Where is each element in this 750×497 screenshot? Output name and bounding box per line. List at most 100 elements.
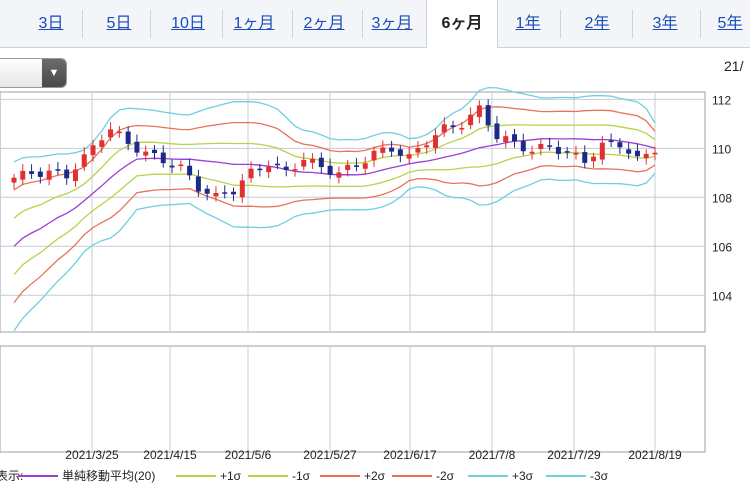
candle-body	[178, 164, 184, 167]
candle-body	[503, 136, 509, 143]
tab-separator	[150, 10, 151, 38]
tab-separator	[82, 10, 83, 38]
x-tick-label: 2021/7/29	[547, 448, 601, 462]
legend-label: +2σ	[364, 469, 386, 483]
tab-separator	[700, 10, 701, 38]
x-tick-label: 2021/7/8	[469, 448, 516, 462]
band-minus3	[13, 172, 656, 332]
candle-body	[476, 105, 482, 118]
candle-body	[459, 128, 465, 130]
y-tick-label: 104	[712, 289, 732, 303]
legend-label: -3σ	[590, 469, 609, 483]
tab-6[interactable]: 3ヶ月	[371, 15, 413, 32]
band-plus2	[13, 106, 656, 191]
tab-10[interactable]: 3年	[652, 15, 678, 32]
band-minus1	[13, 151, 656, 275]
candle-body	[599, 142, 605, 160]
candle-body	[81, 154, 87, 167]
candle-body	[353, 165, 359, 167]
period-tabs: 3日 5日 10日 1ヶ月 2ヶ月 3ヶ月 6ヶ月 1年 2年 3年 5年	[0, 0, 750, 48]
candle-body	[345, 164, 351, 171]
tab-separator	[560, 10, 561, 38]
candle-body	[143, 151, 149, 156]
candle-body	[564, 151, 570, 153]
candle-body	[160, 152, 166, 164]
tab-5[interactable]: 2ヶ月	[303, 15, 345, 32]
candle-body	[151, 149, 157, 154]
x-tick-label: 2021/5/6	[225, 448, 272, 462]
candle-body	[415, 148, 421, 153]
candle-body	[432, 135, 438, 148]
candle-body	[397, 149, 403, 156]
candle-body	[46, 170, 52, 180]
chevron-down-icon[interactable]: ▼	[42, 59, 66, 87]
candle-body	[406, 154, 412, 159]
candle-body	[371, 150, 377, 161]
candle-body	[274, 163, 280, 166]
tab-9[interactable]: 2年	[584, 15, 610, 32]
candle-body	[512, 134, 518, 142]
tab-8[interactable]: 1年	[515, 15, 541, 32]
candle-body	[248, 168, 254, 179]
candle-body	[573, 152, 579, 155]
legend-label: 単純移動平均(20)	[62, 469, 155, 483]
tab-2[interactable]: 5日	[106, 15, 132, 32]
candle-body	[643, 153, 649, 159]
legend-label: -2σ	[436, 469, 455, 483]
candle-body	[529, 151, 535, 154]
band-plus1	[13, 124, 656, 219]
legend-label: -1σ	[292, 469, 311, 483]
tab-3[interactable]: 10日	[171, 15, 205, 32]
x-tick-label: 2021/8/19	[628, 448, 682, 462]
candle-body	[29, 171, 35, 174]
y-tick-label: 108	[712, 191, 732, 205]
legend-label: +1σ	[220, 469, 242, 483]
candle-body	[626, 149, 632, 154]
candle-body	[310, 158, 316, 163]
candle-body	[116, 131, 122, 134]
sma-line	[13, 137, 656, 247]
candle-body	[301, 160, 307, 167]
plot-frame	[0, 91, 706, 333]
tab-11[interactable]: 5年	[717, 15, 743, 32]
candle-body	[362, 163, 368, 169]
candle-body	[520, 141, 526, 152]
candle-body	[204, 188, 210, 194]
candle-body	[327, 165, 333, 175]
candle-body	[485, 105, 491, 126]
candle-body	[37, 171, 43, 177]
candle-body	[222, 192, 228, 194]
y-tick-label: 110	[712, 142, 731, 156]
candle-body	[187, 165, 193, 176]
candle-body	[468, 114, 474, 126]
display-select[interactable]: ▼	[0, 58, 67, 88]
sub-plot-frame	[0, 345, 706, 453]
x-tick-label: 2021/5/27	[303, 448, 357, 462]
candle-body	[634, 150, 640, 157]
candle-body	[318, 157, 324, 168]
legend-prefix: 表示:	[0, 469, 23, 483]
candle-body	[134, 141, 140, 153]
candle-body	[239, 180, 245, 198]
tab-1[interactable]: 3日	[38, 15, 64, 32]
candle-body	[441, 124, 447, 133]
tab-7[interactable]: 6ヶ月	[426, 0, 498, 48]
candle-body	[213, 192, 219, 197]
candle-body	[90, 145, 96, 156]
candle-body	[336, 172, 342, 178]
x-tick-label: 2021/3/25	[65, 448, 119, 462]
tab-separator	[362, 10, 363, 38]
band-minus2	[13, 164, 656, 304]
candle-body	[555, 146, 561, 154]
candle-body	[55, 169, 61, 171]
candle-body	[617, 142, 623, 148]
tab-4[interactable]: 1ヶ月	[233, 15, 275, 32]
candle-body	[652, 152, 658, 155]
tab-separator	[292, 10, 293, 38]
tab-separator	[632, 10, 633, 38]
legend-label: +3σ	[512, 469, 534, 483]
tab-separator	[222, 10, 223, 38]
candle-body	[389, 147, 395, 152]
candle-body	[424, 145, 430, 148]
